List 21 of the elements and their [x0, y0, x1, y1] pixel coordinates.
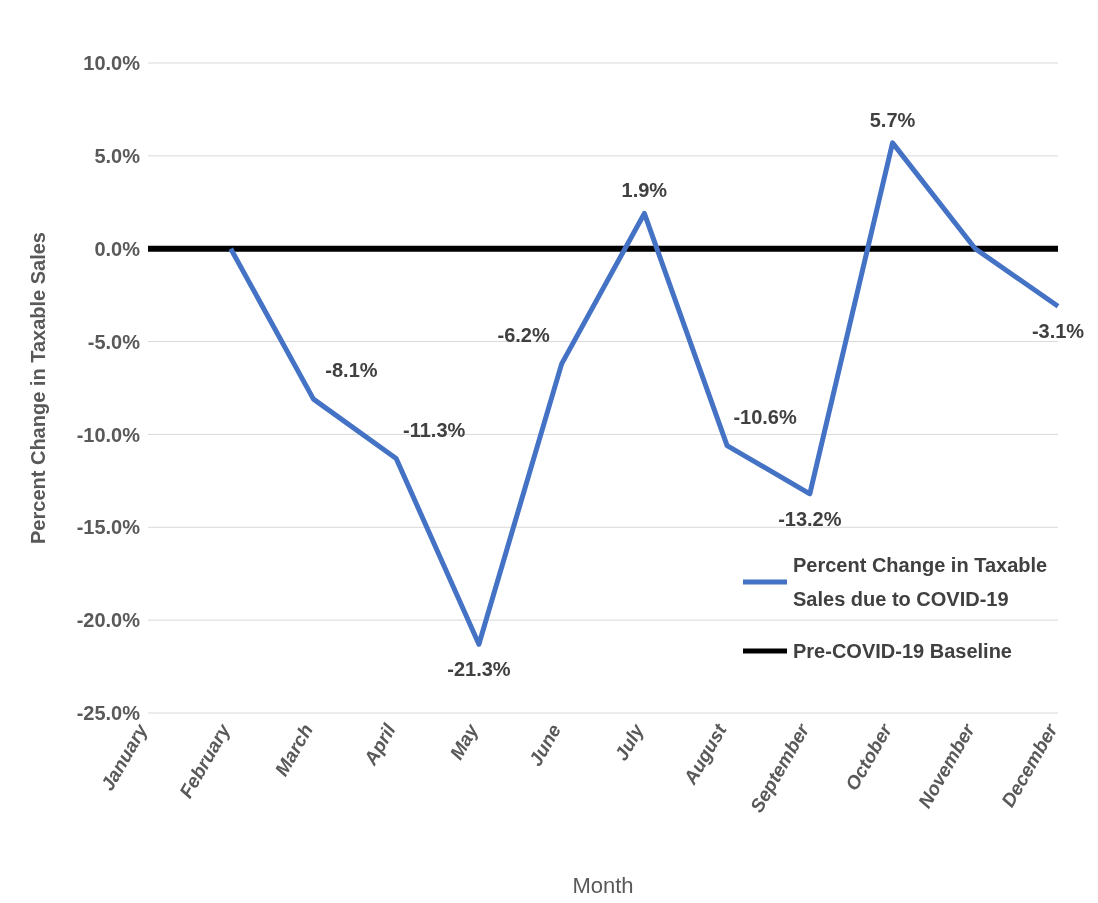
data-label: -21.3%	[447, 658, 511, 681]
y-tick-label: -25.0%	[76, 702, 141, 725]
data-label: -11.3%	[403, 418, 466, 441]
data-label: -10.6%	[733, 405, 797, 428]
y-axis-title: Percent Change in Taxable Sales	[27, 232, 50, 544]
y-tick-label: -10.0%	[76, 423, 141, 446]
data-label: -3.1%	[1031, 320, 1085, 343]
y-tick-label: -20.0%	[76, 609, 141, 632]
legend-label: Percent Change in Taxable Sales due to COVID-19	[793, 553, 1049, 612]
data-label: 5.7%	[869, 108, 916, 131]
data-label: -13.2%	[778, 507, 842, 530]
x-axis-title: Month	[572, 873, 634, 898]
data-label: 1.9%	[621, 179, 668, 202]
data-label: -6.2%	[497, 323, 550, 346]
y-tick-label: -15.0%	[76, 516, 141, 539]
y-tick-label: 0.0%	[94, 237, 141, 260]
y-tick-label: -5.0%	[87, 330, 141, 353]
legend-label: Pre-COVID-19 Baseline	[793, 639, 1012, 664]
y-tick-label: 10.0%	[83, 52, 141, 75]
data-label: -8.1%	[325, 359, 378, 382]
y-tick-label: 5.0%	[94, 144, 141, 167]
